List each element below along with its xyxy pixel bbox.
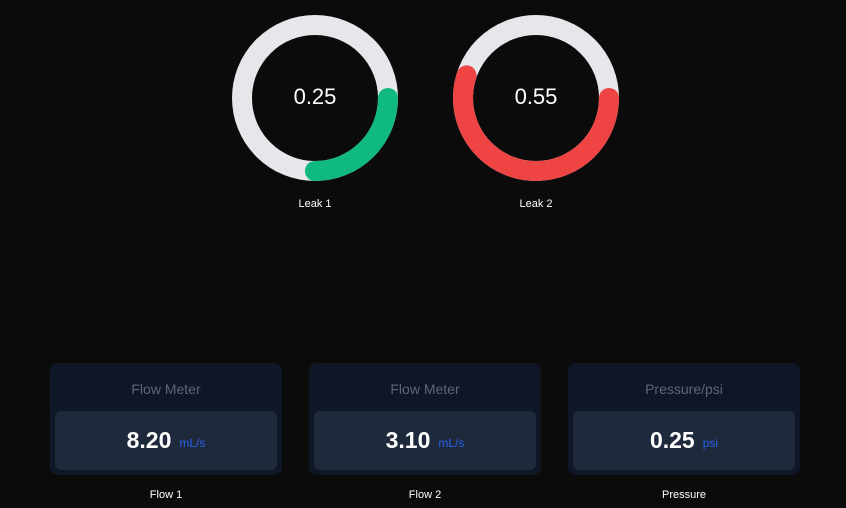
gauges: 0.25 Leak 1 0.55 Leak 2 [232,15,619,210]
card-inner: 0.25 psi [573,411,795,470]
card-unit: mL/s [438,435,465,450]
metric-card: Pressure/psi 0.25 psi [568,363,800,475]
card-unit: psi [702,435,719,450]
card-unit: mL/s [179,435,206,450]
metric-card: Flow Meter 3.10 mL/s [309,363,541,475]
card-inner: 3.10 mL/s [314,411,536,470]
gauge-label: Leak 1 [298,198,331,210]
gauge-value: 0.55 [515,84,558,109]
card-value: 8.20 [126,427,172,453]
card-caption: Pressure [661,489,707,501]
card-value: 0.25 [649,427,695,453]
card-title: Pressure/psi [645,381,723,397]
gauge-value: 0.25 [294,84,337,109]
gauge-arc [232,15,398,181]
card-title: Flow Meter [131,381,201,397]
card-value: 3.10 [385,427,431,453]
card-caption: Flow 2 [408,489,442,501]
card-caption: Flow 1 [149,489,183,501]
card-inner: 8.20 mL/s [55,411,277,470]
gauge-label: Leak 2 [519,198,552,210]
gauge-arc [453,15,619,181]
card-title: Flow Meter [390,381,460,397]
metric-card: Flow Meter 8.20 mL/s [50,363,282,475]
